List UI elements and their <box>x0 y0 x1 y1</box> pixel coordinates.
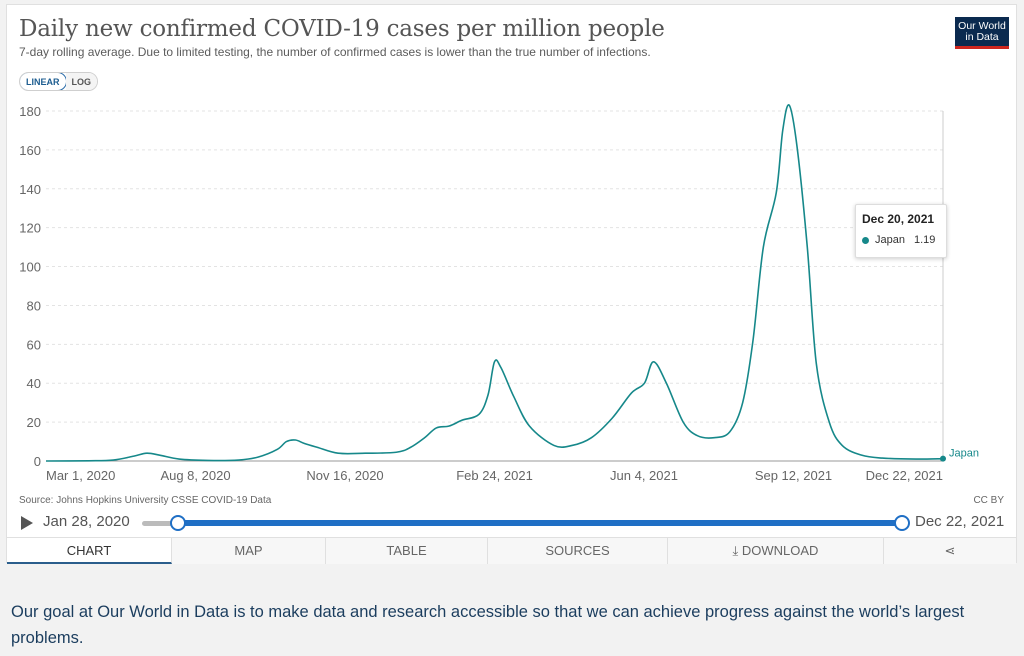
timeline-start-date: Jan 28, 2020 <box>43 513 130 530</box>
y-tick-label: 0 <box>34 454 41 469</box>
timeline-range[interactable] <box>178 520 902 526</box>
tab-chart[interactable]: CHART <box>7 538 172 564</box>
tab-sources[interactable]: SOURCES <box>488 538 668 564</box>
chart-title: Daily new confirmed COVID-19 cases per m… <box>19 16 665 42</box>
x-tick-label: Mar 1, 2020 <box>46 468 115 483</box>
y-tick-label: 80 <box>27 298 41 313</box>
scale-toggle: LINEAR LOG <box>19 72 98 91</box>
tab-download[interactable]: ⤓ DOWNLOAD <box>668 538 884 564</box>
footer-text: Our goal at Our World in Data is to make… <box>11 603 965 647</box>
tab-table[interactable]: TABLE <box>326 538 488 564</box>
source-note[interactable]: Source: Johns Hopkins University CSSE CO… <box>19 495 272 506</box>
logo-line-1: Our World <box>958 20 1006 32</box>
x-tick-label: Aug 8, 2020 <box>160 468 230 483</box>
x-tick-label: Nov 16, 2020 <box>306 468 383 483</box>
y-tick-label: 180 <box>19 104 41 119</box>
download-icon: ⤓ <box>732 543 742 558</box>
tab-map[interactable]: MAP <box>172 538 326 564</box>
tooltip-series-name: Japan <box>875 234 905 246</box>
play-icon[interactable] <box>21 516 33 530</box>
chart-card: Daily new confirmed COVID-19 cases per m… <box>6 4 1017 564</box>
x-tick-label: Jun 4, 2021 <box>610 468 678 483</box>
tooltip: Dec 20, 2021 Japan 1.19 <box>855 204 947 258</box>
y-tick-label: 140 <box>19 182 41 197</box>
y-tick-label: 120 <box>19 221 41 236</box>
tab-bar: CHART MAP TABLE SOURCES ⤓ DOWNLOAD ⋖ <box>7 537 1016 564</box>
line-chart: 0 20 40 60 80 100 120 140 160 180 Mar 1, 2020 Aug … <box>19 104 979 483</box>
y-tick-label: 40 <box>27 376 41 391</box>
logo-line-2: in Data <box>965 31 999 43</box>
log-scale-button[interactable]: LOG <box>65 73 97 90</box>
tab-download-label: DOWNLOAD <box>741 543 819 558</box>
license-note[interactable]: CC BY <box>973 495 1004 506</box>
x-tick-label: Sep 12, 2021 <box>755 468 832 483</box>
tooltip-series-dot <box>862 237 869 244</box>
series-end-label: Japan <box>949 448 979 460</box>
timeline-end-date: Dec 22, 2021 <box>915 513 1005 530</box>
y-tick-label: 100 <box>19 260 41 275</box>
x-tick-label: Dec 22, 2021 <box>866 468 943 483</box>
y-tick-label: 20 <box>27 415 41 430</box>
y-tick-label: 160 <box>19 143 41 158</box>
series-end-point[interactable] <box>940 455 946 462</box>
owid-logo[interactable]: Our World in Data <box>955 17 1009 49</box>
y-tick-label: 60 <box>27 337 41 352</box>
series-line-japan[interactable] <box>45 104 944 462</box>
timeline-start-handle[interactable] <box>170 515 186 531</box>
timeline-end-handle[interactable] <box>894 515 910 531</box>
share-icon: ⋖ <box>944 543 956 558</box>
share-button[interactable]: ⋖ <box>884 538 1016 564</box>
tooltip-value: 1.19 <box>914 234 936 246</box>
x-tick-label: Feb 24, 2021 <box>456 468 533 483</box>
chart-subtitle: 7-day rolling average. Due to limited te… <box>19 45 651 59</box>
tooltip-date: Dec 20, 2021 <box>862 212 935 226</box>
